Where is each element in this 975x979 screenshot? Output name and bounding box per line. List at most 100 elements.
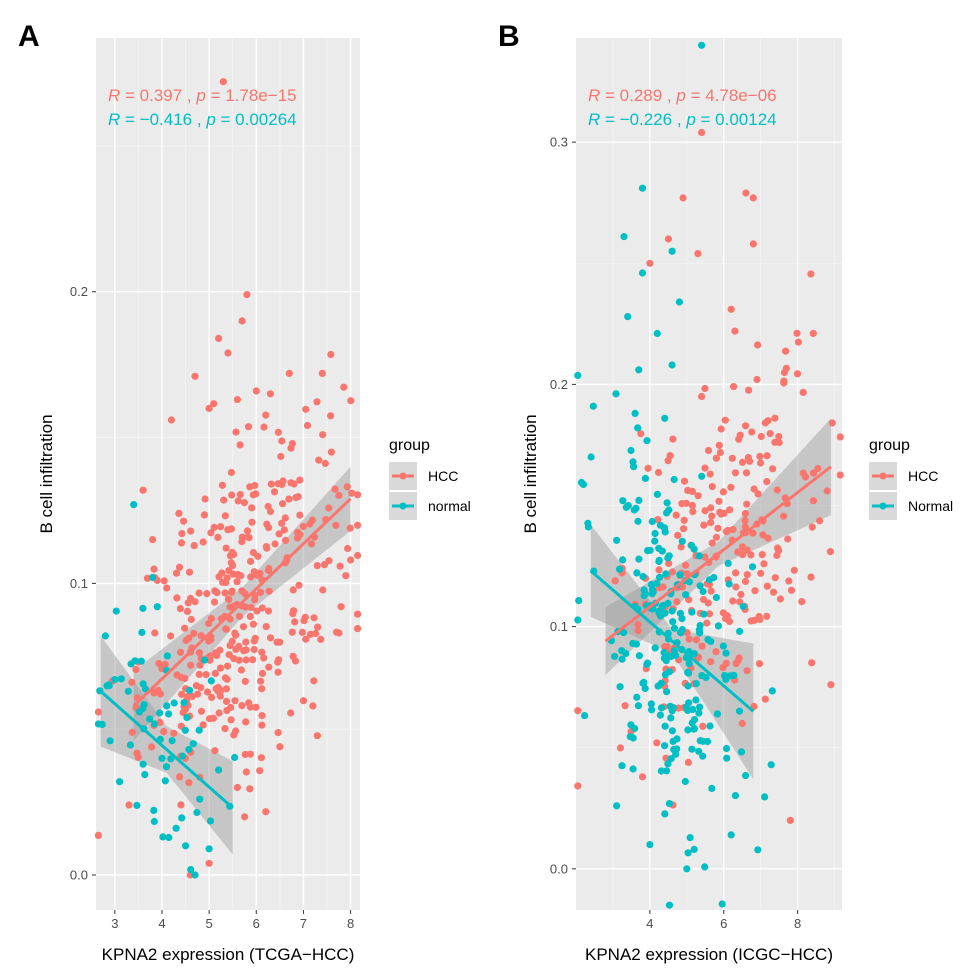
point-hcc	[195, 670, 203, 679]
point-hcc	[200, 511, 208, 519]
point-hcc	[245, 534, 253, 542]
point-hcc	[278, 480, 286, 489]
point-normal	[695, 709, 703, 717]
point-hcc	[276, 638, 284, 646]
point-normal	[687, 541, 696, 550]
point-hcc	[742, 469, 751, 477]
point-hcc	[251, 634, 259, 642]
point-normal	[727, 831, 735, 839]
point-hcc	[828, 419, 836, 427]
point-hcc	[228, 587, 236, 595]
point-hcc	[313, 732, 321, 740]
point-normal	[646, 546, 654, 554]
point-hcc	[289, 586, 297, 594]
point-hcc	[307, 540, 316, 548]
point-normal	[170, 699, 178, 707]
point-normal	[648, 706, 656, 714]
point-hcc	[750, 702, 758, 711]
point-hcc	[225, 651, 233, 659]
point-normal	[201, 656, 209, 664]
point-normal	[653, 490, 662, 498]
point-hcc	[232, 428, 240, 436]
point-hcc	[327, 448, 335, 456]
point-hcc	[638, 773, 647, 781]
point-normal	[633, 693, 641, 701]
point-hcc	[780, 368, 789, 377]
point-hcc	[727, 483, 735, 491]
legend-key-dot	[399, 502, 407, 510]
point-hcc	[327, 412, 335, 420]
point-hcc	[664, 235, 673, 243]
point-hcc	[737, 590, 745, 599]
point-hcc	[221, 512, 229, 520]
point-hcc	[216, 646, 224, 654]
point-hcc	[240, 499, 248, 507]
point-hcc	[654, 468, 663, 477]
point-normal	[641, 474, 650, 482]
point-hcc	[221, 725, 229, 733]
point-hcc	[219, 78, 227, 86]
point-hcc	[763, 452, 771, 460]
point-hcc	[703, 619, 711, 627]
legend-key-normal-b	[869, 492, 897, 520]
point-hcc	[306, 520, 314, 528]
point-hcc	[154, 686, 162, 695]
point-hcc	[685, 635, 693, 643]
point-hcc	[209, 714, 217, 722]
point-normal	[139, 604, 147, 612]
point-normal	[722, 744, 731, 753]
trend-lines-b	[589, 465, 832, 713]
point-normal	[712, 593, 721, 602]
point-hcc	[288, 628, 296, 636]
point-hcc	[215, 709, 223, 717]
point-normal	[137, 657, 145, 665]
point-hcc	[672, 511, 680, 519]
point-hcc	[223, 706, 231, 715]
point-normal	[661, 722, 669, 730]
point-hcc	[251, 596, 259, 604]
point-normal	[163, 702, 171, 710]
point-hcc	[218, 481, 226, 489]
point-hcc	[739, 458, 747, 466]
point-normal	[139, 760, 147, 768]
point-hcc	[682, 561, 690, 569]
trend-line-normal	[99, 690, 234, 810]
point-hcc	[254, 552, 262, 560]
point-normal	[205, 845, 213, 853]
point-normal	[698, 672, 706, 680]
point-hcc	[232, 727, 240, 735]
point-normal	[135, 708, 143, 716]
point-hcc	[258, 648, 266, 656]
point-hcc	[354, 551, 362, 560]
point-hcc	[227, 525, 235, 533]
point-hcc	[726, 506, 734, 514]
point-hcc	[799, 388, 807, 396]
y-tick-label: 0.3	[550, 135, 568, 150]
point-hcc	[741, 509, 750, 518]
point-hcc	[181, 705, 189, 714]
point-normal	[739, 602, 747, 611]
point-hcc	[211, 587, 219, 595]
point-hcc	[682, 499, 690, 507]
point-normal	[657, 767, 665, 775]
point-hcc	[611, 577, 619, 585]
point-normal	[686, 834, 694, 842]
point-hcc	[128, 678, 136, 686]
point-hcc	[731, 469, 740, 477]
point-hcc	[276, 743, 284, 751]
point-hcc	[707, 658, 715, 666]
point-normal	[665, 800, 674, 808]
point-normal	[668, 607, 676, 615]
point-hcc	[242, 656, 250, 664]
point-hcc	[760, 560, 768, 568]
point-hcc	[247, 557, 255, 566]
point-normal	[649, 588, 657, 596]
point-hcc	[242, 646, 250, 654]
point-normal	[725, 580, 733, 588]
point-hcc	[692, 636, 701, 644]
point-normal	[667, 755, 675, 763]
point-normal	[670, 624, 679, 632]
point-hcc	[354, 521, 362, 529]
point-hcc	[223, 574, 231, 582]
point-hcc	[139, 486, 147, 494]
